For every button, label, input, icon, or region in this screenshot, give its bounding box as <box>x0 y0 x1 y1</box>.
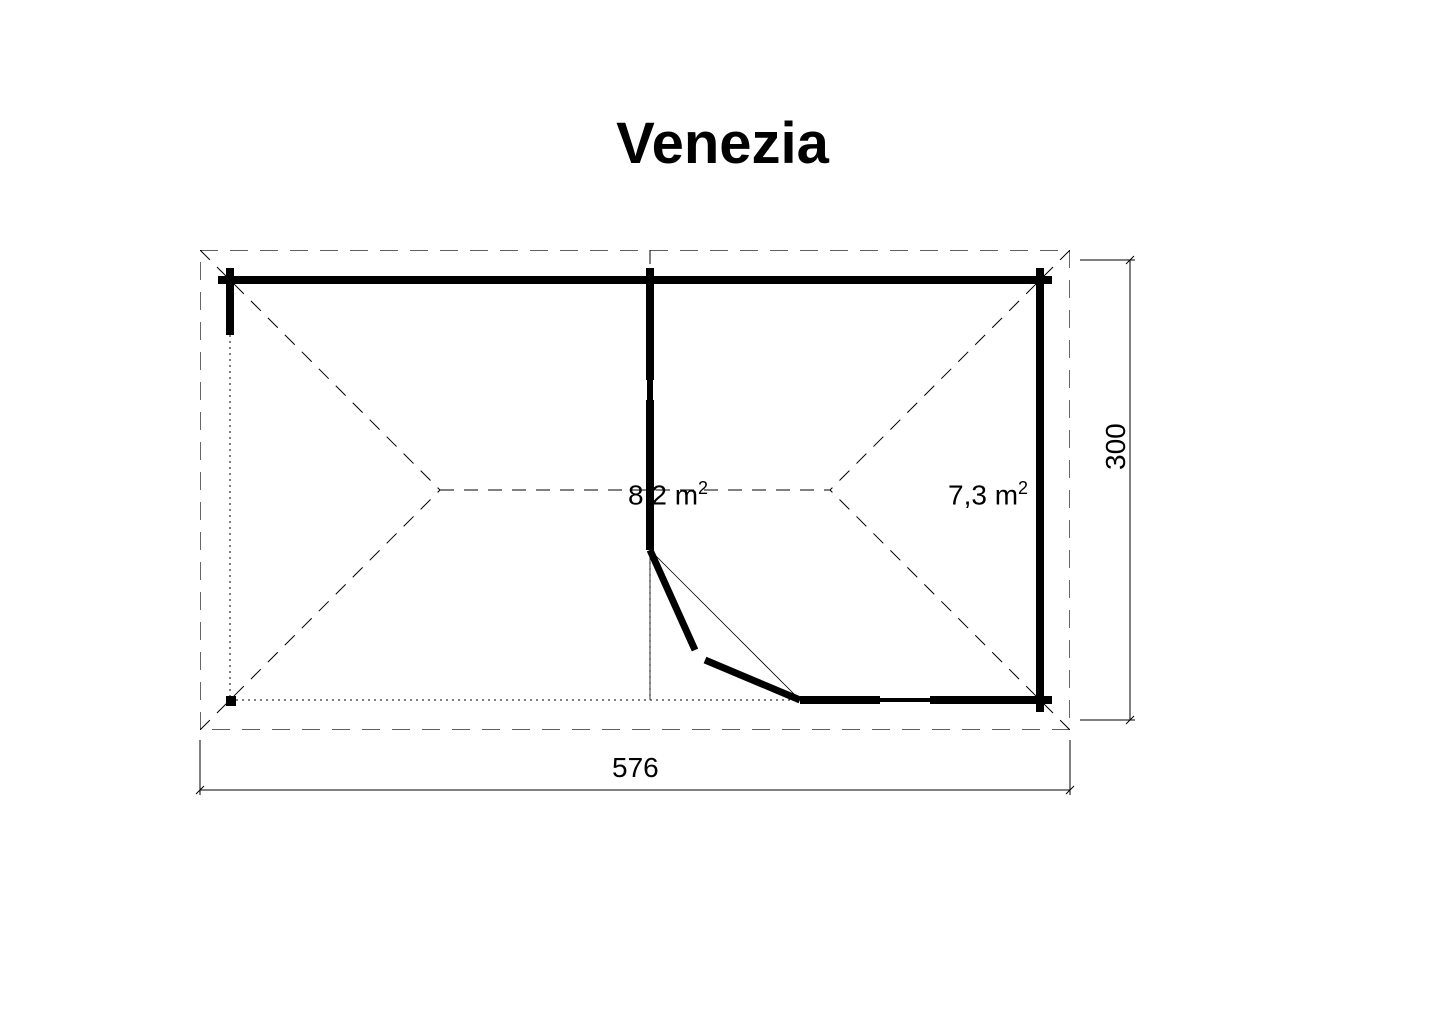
height-label: 300 <box>1100 423 1132 470</box>
left-room-area: 8,2 m2 <box>628 478 708 511</box>
width-label: 576 <box>612 752 659 784</box>
plan-title: Venezia <box>0 110 1445 177</box>
window-marks <box>646 380 930 703</box>
right-room-area: 7,3 m2 <box>948 478 1028 511</box>
open-boundary <box>230 335 800 700</box>
post <box>226 696 236 706</box>
height-dimension <box>1080 256 1135 724</box>
door-swing <box>650 550 800 700</box>
